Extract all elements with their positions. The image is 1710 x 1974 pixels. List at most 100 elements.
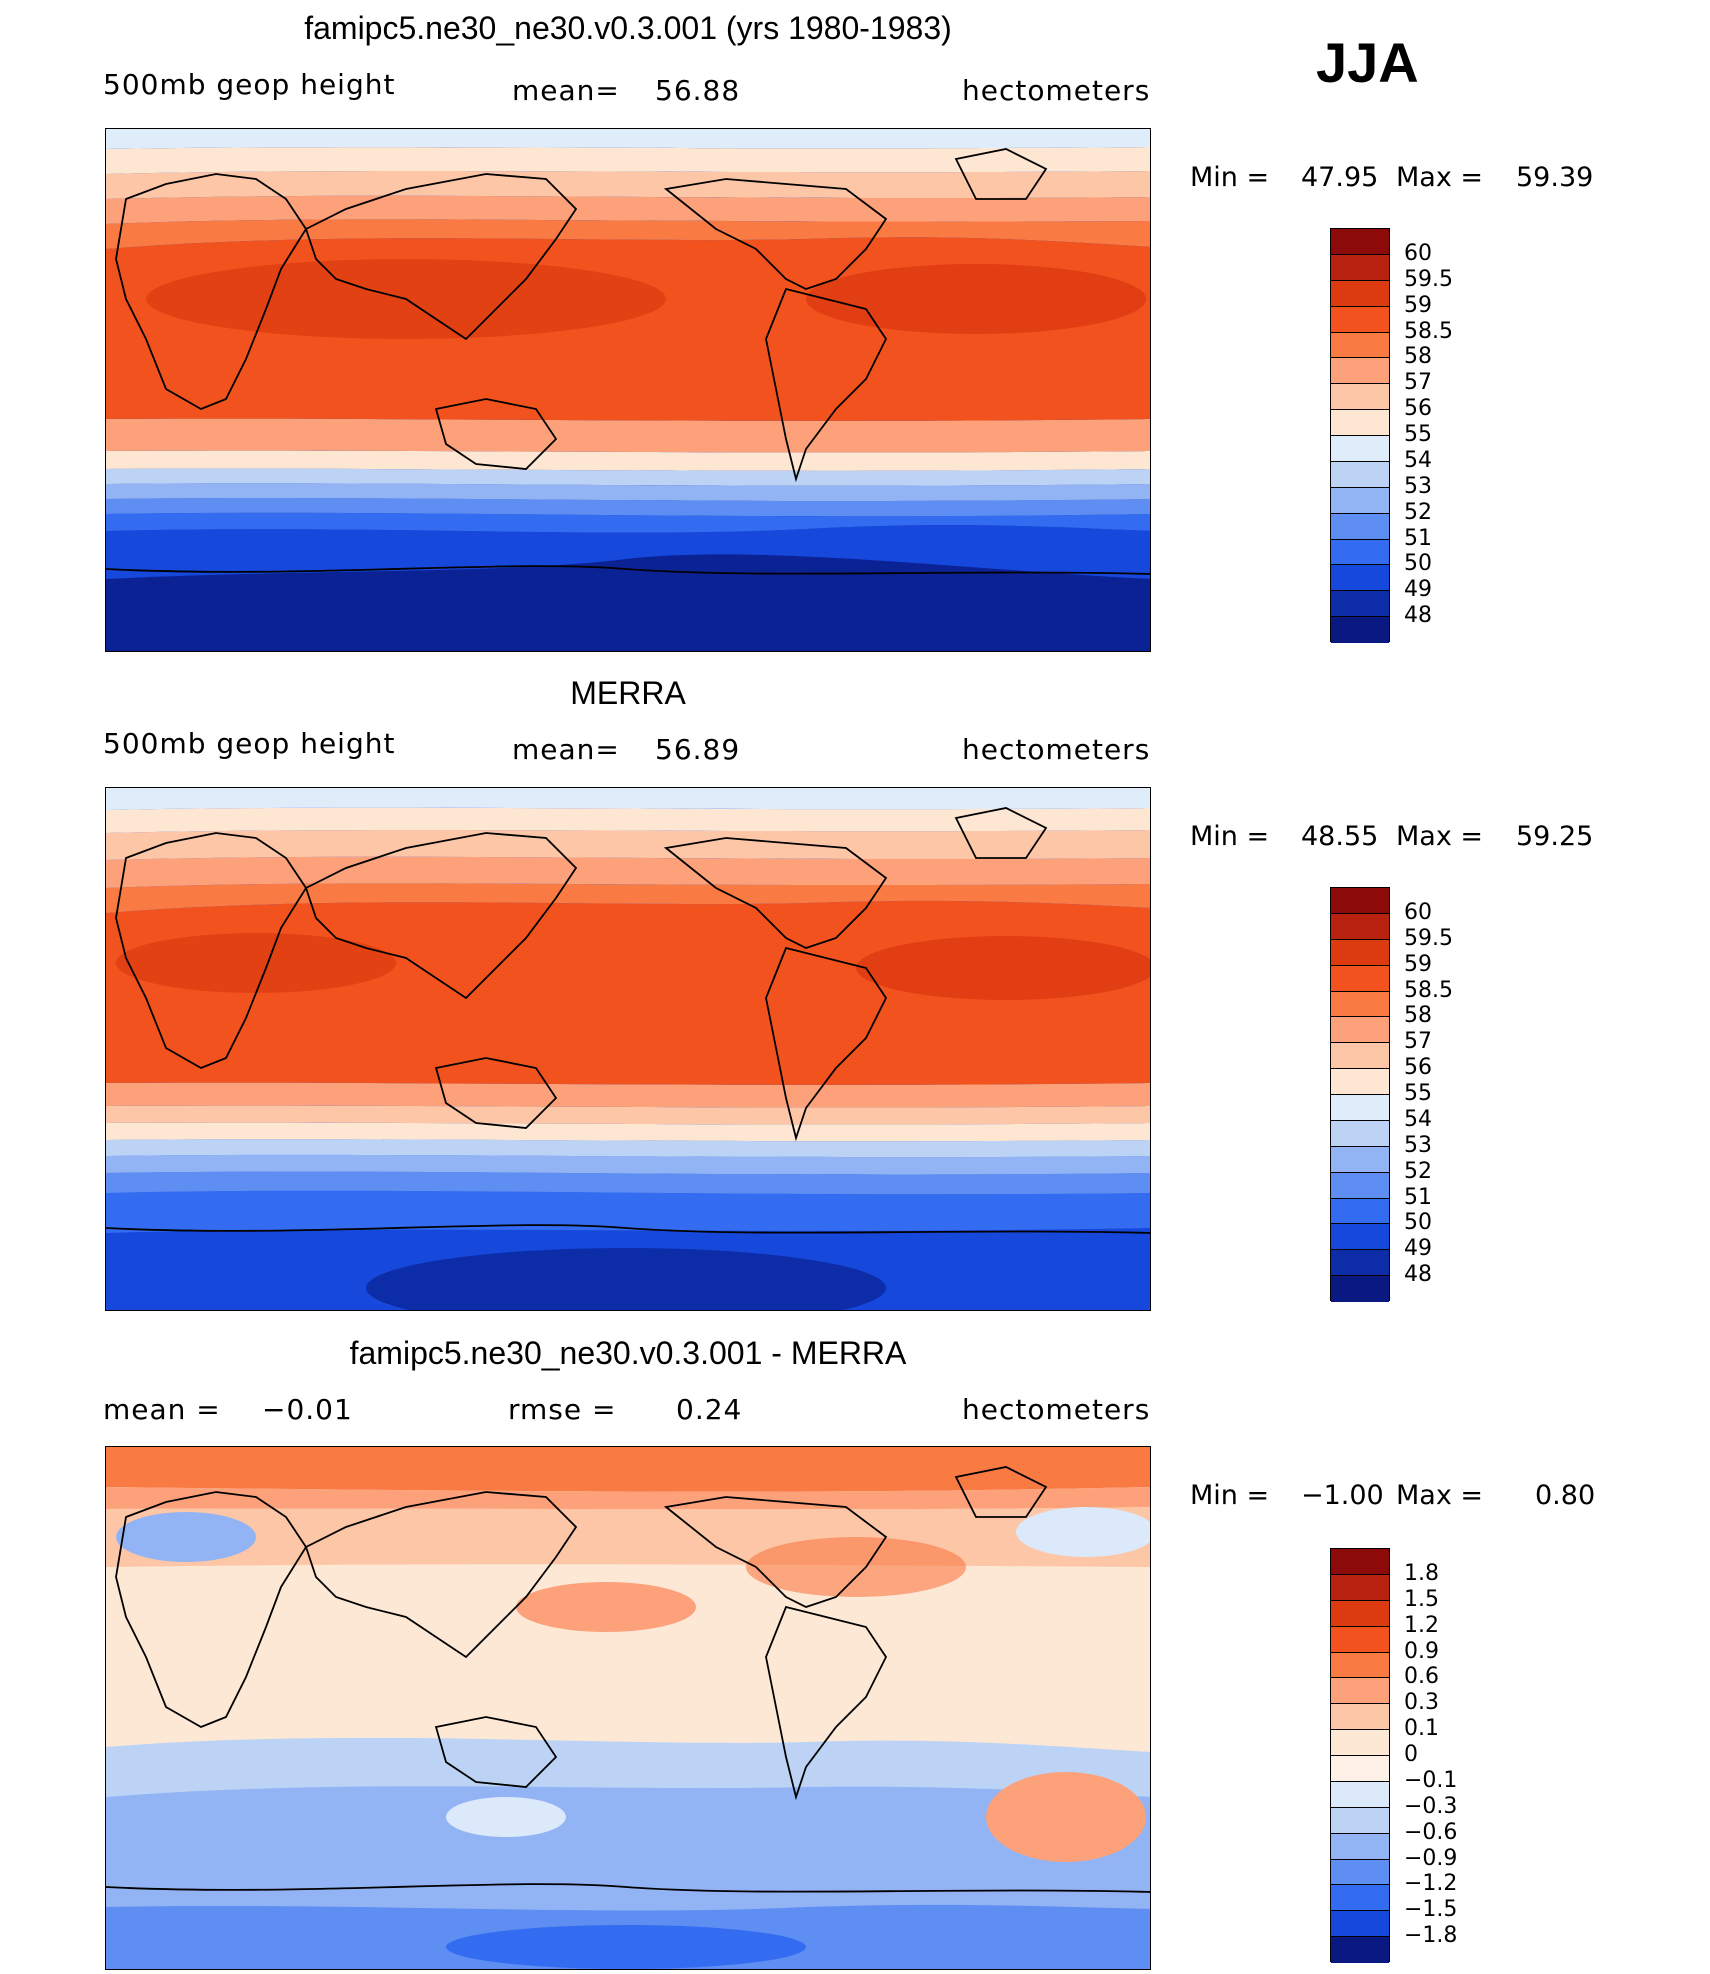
band (106, 418, 1150, 453)
panel1-max-value: 59.39 (1516, 162, 1594, 193)
band (106, 830, 1150, 860)
colorbar-swatch (1331, 410, 1389, 436)
colorbar-tick-label: 48 (1404, 603, 1432, 629)
panel2-max-label: Max = (1396, 821, 1484, 852)
colorbar-swatch (1331, 591, 1389, 618)
colorbar-tick-label: 54 (1404, 1106, 1432, 1132)
colorbar-tick-label: 56 (1404, 396, 1432, 422)
panel3-units: hectometers (962, 1393, 1151, 1426)
colorbar-tick-label: 58 (1404, 1003, 1432, 1029)
colorbar-swatch (1331, 461, 1389, 488)
colorbar-swatch (1331, 384, 1389, 411)
colorbar-swatch (1331, 513, 1389, 540)
panel3-mean-label: mean = (103, 1393, 221, 1426)
coastlines (106, 148, 1150, 575)
colorbar-tick-label: 53 (1404, 1132, 1432, 1158)
colorbar-tick-label: −1.5 (1404, 1897, 1458, 1923)
panel3-min-label: Min = (1190, 1480, 1270, 1511)
band (106, 1447, 1150, 1492)
band (106, 1171, 1150, 1195)
panel1-colorbar (1330, 228, 1390, 643)
colorbar-swatch (1331, 229, 1389, 255)
colorbar-tick-label: 1.8 (1404, 1560, 1439, 1586)
colorbar-tick-label: 59.5 (1404, 925, 1453, 951)
colorbar-swatch (1331, 565, 1389, 592)
band (106, 512, 1150, 533)
panel3-rmse-label: rmse = (508, 1393, 617, 1426)
colorbar-swatch (1331, 1069, 1389, 1095)
band (106, 554, 1150, 651)
colorbar-tick-label: 57 (1404, 370, 1432, 396)
colorbar-swatch (1331, 1198, 1389, 1225)
colorbar-swatch (1331, 1652, 1389, 1679)
colorbar-tick-label: 48 (1404, 1262, 1432, 1288)
band (516, 1582, 696, 1632)
colorbar-tick-label: 50 (1404, 551, 1432, 577)
band (106, 788, 1150, 810)
colorbar-swatch (1331, 487, 1389, 514)
panel2-max-value: 59.25 (1516, 821, 1594, 852)
band (106, 171, 1150, 199)
colorbar-swatch (1331, 939, 1389, 966)
band (366, 1248, 886, 1310)
panel3-mean-value: −0.01 (262, 1393, 353, 1426)
band (106, 219, 1150, 249)
colorbar-swatch (1331, 280, 1389, 307)
colorbar-swatch (1331, 1859, 1389, 1886)
colorbar-tick-label: 52 (1404, 499, 1432, 525)
band (116, 1512, 256, 1562)
colorbar-swatch (1331, 358, 1389, 385)
band (106, 195, 1150, 224)
colorbar-swatch (1331, 332, 1389, 359)
band (746, 1537, 966, 1597)
colorbar-tick-label: −1.2 (1404, 1871, 1458, 1897)
colorbar-tick-label: −0.6 (1404, 1819, 1458, 1845)
band (106, 1154, 1150, 1175)
colorbar-swatch (1331, 617, 1389, 643)
colorbar-tick-label: 58.5 (1404, 318, 1453, 344)
panel2-min-label: Min = (1190, 821, 1270, 852)
colorbar-swatch (1331, 1730, 1389, 1756)
band (106, 483, 1150, 501)
colorbar-tick-label: 51 (1404, 525, 1432, 551)
colorbar-swatch (1331, 1937, 1389, 1963)
colorbar-tick-label: 57 (1404, 1029, 1432, 1055)
colorbar-tick-label: 60 (1404, 240, 1432, 266)
panel1-max-label: Max = (1396, 162, 1484, 193)
colorbar-tick-label: 60 (1404, 899, 1432, 925)
colorbar-swatch (1331, 1833, 1389, 1860)
panel1-min-value: 47.95 (1301, 162, 1379, 193)
panel2-min-value: 48.55 (1301, 821, 1379, 852)
panel3-max-value: 0.80 (1535, 1480, 1596, 1511)
colorbar-swatch (1331, 1276, 1389, 1302)
colorbar-tick-label: 50 (1404, 1210, 1432, 1236)
colorbar-tick-label: 49 (1404, 577, 1432, 603)
band (106, 1082, 1150, 1108)
colorbar-tick-label: 51 (1404, 1184, 1432, 1210)
band (106, 129, 1150, 149)
band (106, 1507, 1150, 1567)
panel2-mean-label: mean= (512, 733, 620, 766)
colorbar-tick-label: 56 (1404, 1055, 1432, 1081)
colorbar-swatch (1331, 991, 1389, 1018)
band (106, 468, 1150, 486)
colorbar-tick-label: −1.8 (1404, 1923, 1458, 1949)
colorbar-swatch (1331, 888, 1389, 914)
colorbar-swatch (1331, 1781, 1389, 1808)
colorbar-swatch (1331, 965, 1389, 992)
band (106, 1122, 1150, 1142)
colorbar-tick-label: 49 (1404, 1236, 1432, 1262)
band (856, 936, 1150, 1000)
panel1-mean-value: 56.88 (655, 74, 741, 107)
band (106, 147, 1150, 174)
coastlines (106, 807, 1150, 1234)
colorbar-swatch (1331, 1120, 1389, 1147)
colorbar-swatch (1331, 1807, 1389, 1834)
colorbar-tick-label: 59 (1404, 951, 1432, 977)
colorbar-swatch (1331, 1224, 1389, 1251)
colorbar-swatch (1331, 913, 1389, 940)
colorbar-tick-label: 55 (1404, 422, 1432, 447)
panel1-title: famipc5.ne30_ne30.v0.3.001 (yrs 1980-198… (304, 10, 952, 46)
band (106, 883, 1150, 913)
panel2-title: MERRA (570, 675, 686, 711)
